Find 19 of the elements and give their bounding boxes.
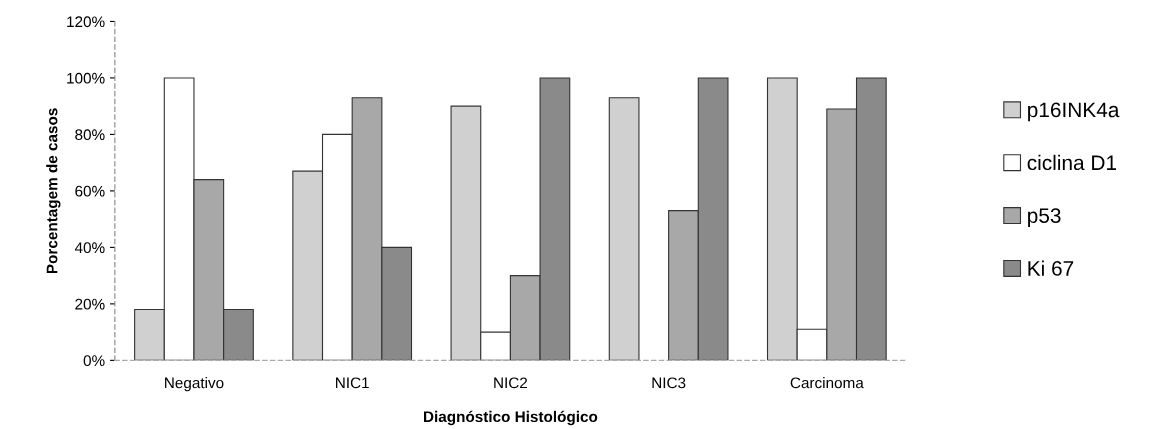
y-tick-label: 100% bbox=[67, 72, 105, 84]
y-tick-label: 0% bbox=[83, 355, 105, 367]
x-tick-label: Negativo bbox=[165, 377, 224, 392]
legend-label: Ki 67 bbox=[1028, 260, 1074, 276]
bar bbox=[608, 97, 640, 361]
x-axis-title: Diagnóstico Histológico bbox=[424, 410, 598, 426]
x-tick-label: NIC1 bbox=[336, 377, 369, 389]
legend-label: p53 bbox=[1028, 208, 1061, 228]
x-tick-label: NIC3 bbox=[652, 377, 686, 389]
y-tick-label: 80% bbox=[75, 129, 105, 141]
x-tick-label: Carcinoma bbox=[790, 377, 864, 389]
legend-label: ciclina D1 bbox=[1027, 154, 1117, 171]
y-tick-label: 60% bbox=[75, 185, 105, 197]
y-tick-label: 20% bbox=[75, 298, 105, 310]
x-tick-label: NIC2 bbox=[494, 377, 528, 389]
legend-label: p16INK4a bbox=[1028, 102, 1120, 122]
y-axis-title: Porcentagem de casos bbox=[46, 108, 61, 274]
y-tick-label: 120% bbox=[67, 16, 105, 28]
y-tick-label: 40% bbox=[74, 242, 105, 254]
